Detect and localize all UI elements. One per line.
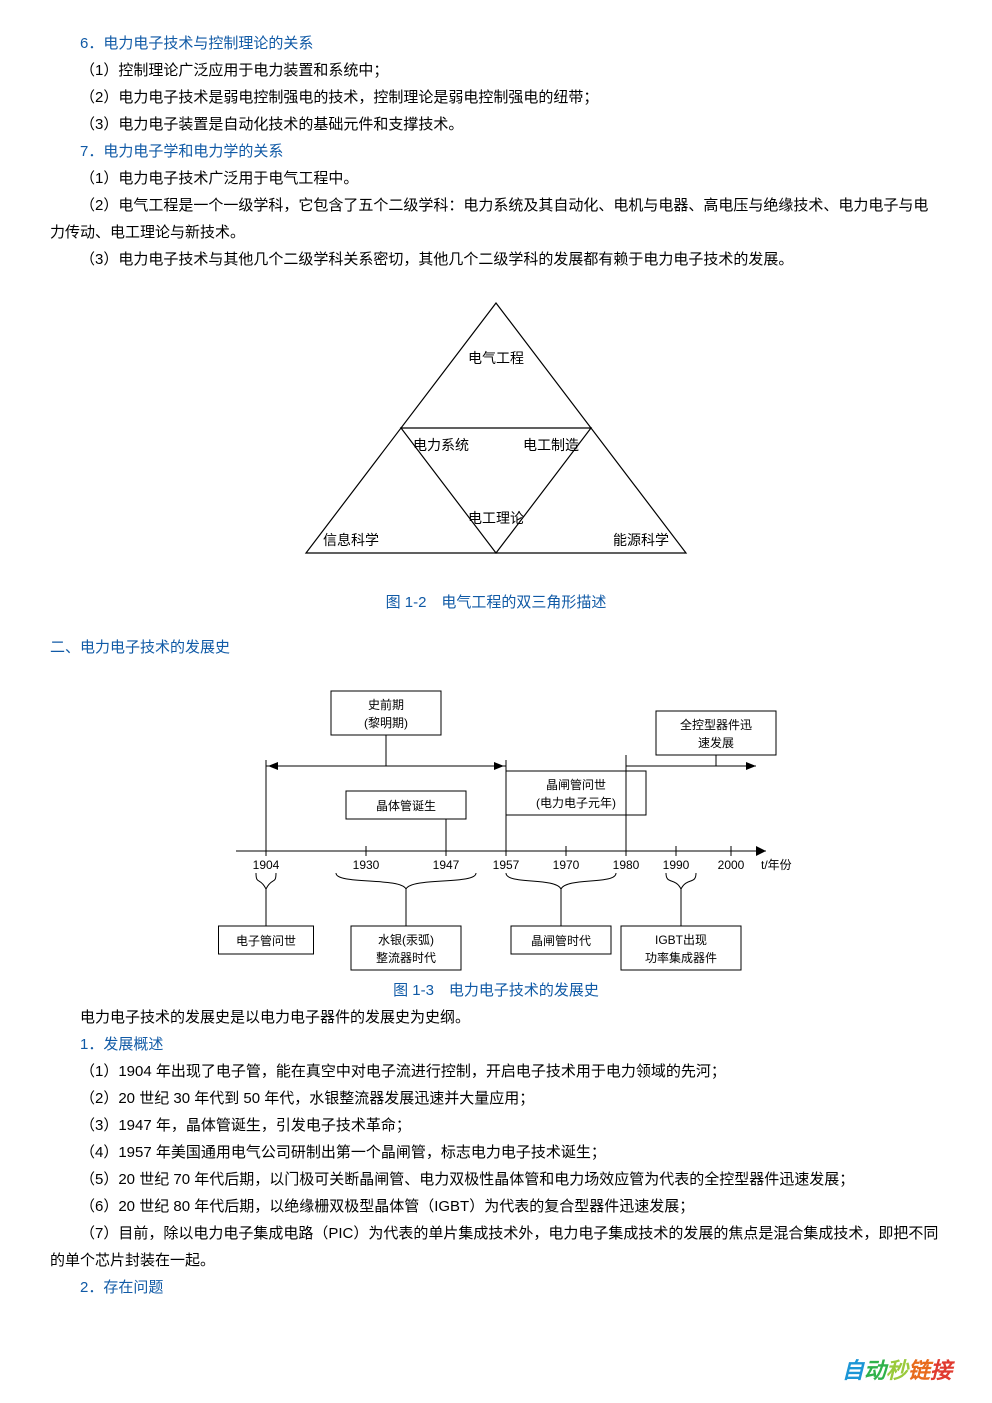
dev-item-7: （7）目前，除以电力电子集成电路（PIC）为代表的单片集成技术外，电力电子集成技… — [50, 1220, 942, 1274]
svg-text:晶体管诞生: 晶体管诞生 — [376, 798, 436, 813]
svg-text:1980: 1980 — [613, 858, 640, 872]
figure-1-3-svg: t/年份 1904 1930 1947 1957 1970 1980 1990 2000 史前期 (… — [196, 671, 796, 971]
svg-text:史前期: 史前期 — [368, 697, 404, 712]
section-6-item-2: （2）电力电子技术是弱电控制强电的技术，控制理论是弱电控制强电的纽带； — [50, 84, 942, 111]
section-7-item-3: （3）电力电子技术与其他几个二级学科关系密切，其他几个二级学科的发展都有赖于电力… — [50, 246, 942, 273]
document-page: 6．电力电子技术与控制理论的关系 （1）控制理论广泛应用于电力装置和系统中； （… — [0, 0, 992, 1403]
svg-text:整流器时代: 整流器时代 — [376, 950, 436, 965]
footer-watermark: 自动秒链接 — [842, 1351, 952, 1391]
svg-text:电工制造: 电工制造 — [523, 437, 579, 453]
svg-text:电子管问世: 电子管问世 — [236, 933, 296, 948]
svg-text:电气工程: 电气工程 — [468, 350, 524, 366]
svg-text:(黎明期): (黎明期) — [364, 716, 408, 730]
svg-text:晶闸管问世: 晶闸管问世 — [546, 777, 606, 792]
section-6-title: 6．电力电子技术与控制理论的关系 — [50, 30, 942, 57]
svg-text:能源科学: 能源科学 — [613, 532, 669, 548]
svg-text:水银(汞弧): 水银(汞弧) — [378, 933, 434, 947]
dev-item-6: （6）20 世纪 80 年代后期，以绝缘栅双极型晶体管（IGBT）为代表的复合型… — [50, 1193, 942, 1220]
dev-item-3: （3）1947 年，晶体管诞生，引发电子技术革命； — [50, 1112, 942, 1139]
svg-text:2000: 2000 — [718, 858, 745, 872]
figure-1-2-container: 电气工程电力系统 电工制造电工理论信息科学 能源科学 — [50, 283, 942, 583]
svg-text:晶闸管时代: 晶闸管时代 — [531, 933, 591, 948]
svg-text:全控型器件迅: 全控型器件迅 — [680, 717, 752, 732]
footer-char-4: 链 — [908, 1358, 930, 1383]
svg-text:1990: 1990 — [663, 858, 690, 872]
footer-char-5: 接 — [930, 1358, 952, 1383]
section-7-item-1: （1）电力电子技术广泛用于电气工程中。 — [50, 165, 942, 192]
svg-text:t/年份: t/年份 — [761, 858, 792, 872]
svg-text:速发展: 速发展 — [698, 735, 734, 750]
svg-text:电工理论: 电工理论 — [468, 510, 524, 526]
svg-text:1970: 1970 — [553, 858, 580, 872]
dev-item-5: （5）20 世纪 70 年代后期，以门极可关断晶闸管、电力双极性晶体管和电力场效… — [50, 1166, 942, 1193]
footer-char-3: 秒 — [886, 1358, 908, 1383]
svg-text:1957: 1957 — [493, 858, 520, 872]
svg-text:1904: 1904 — [253, 858, 280, 872]
history-section-title: 二、电力电子技术的发展史 — [50, 634, 942, 661]
figure-1-2-caption: 图 1-2 电气工程的双三角形描述 — [50, 589, 942, 616]
problems-title: 2．存在问题 — [50, 1274, 942, 1301]
footer-char-1: 自 — [842, 1358, 864, 1383]
svg-text:1947: 1947 — [433, 858, 460, 872]
svg-text:1930: 1930 — [353, 858, 380, 872]
history-intro: 电力电子技术的发展史是以电力电子器件的发展史为史纲。 — [50, 1004, 942, 1031]
footer-char-2: 动 — [864, 1358, 886, 1383]
svg-text:功率集成器件: 功率集成器件 — [645, 950, 717, 965]
figure-1-3-caption: 图 1-3 电力电子技术的发展史 — [50, 977, 942, 1004]
section-7-title: 7．电力电子学和电力学的关系 — [50, 138, 942, 165]
section-7-item-2: （2）电气工程是一个一级学科，它包含了五个二级学科：电力系统及其自动化、电机与电… — [50, 192, 942, 246]
svg-text:信息科学: 信息科学 — [323, 532, 379, 548]
figure-1-2-svg: 电气工程电力系统 电工制造电工理论信息科学 能源科学 — [286, 283, 706, 583]
figure-1-3-container: t/年份 1904 1930 1947 1957 1970 1980 1990 2000 史前期 (… — [50, 671, 942, 971]
dev-item-2: （2）20 世纪 30 年代到 50 年代，水银整流器发展迅速并大量应用； — [50, 1085, 942, 1112]
dev-overview-title: 1．发展概述 — [50, 1031, 942, 1058]
svg-text:(电力电子元年): (电力电子元年) — [536, 796, 616, 810]
section-6-item-1: （1）控制理论广泛应用于电力装置和系统中； — [50, 57, 942, 84]
dev-item-4: （4）1957 年美国通用电气公司研制出第一个晶闸管，标志电力电子技术诞生； — [50, 1139, 942, 1166]
svg-text:电力系统: 电力系统 — [413, 437, 469, 453]
section-6-item-3: （3）电力电子装置是自动化技术的基础元件和支撑技术。 — [50, 111, 942, 138]
dev-item-1: （1）1904 年出现了电子管，能在真空中对电子流进行控制，开启电子技术用于电力… — [50, 1058, 942, 1085]
svg-text:IGBT出现: IGBT出现 — [655, 933, 707, 947]
